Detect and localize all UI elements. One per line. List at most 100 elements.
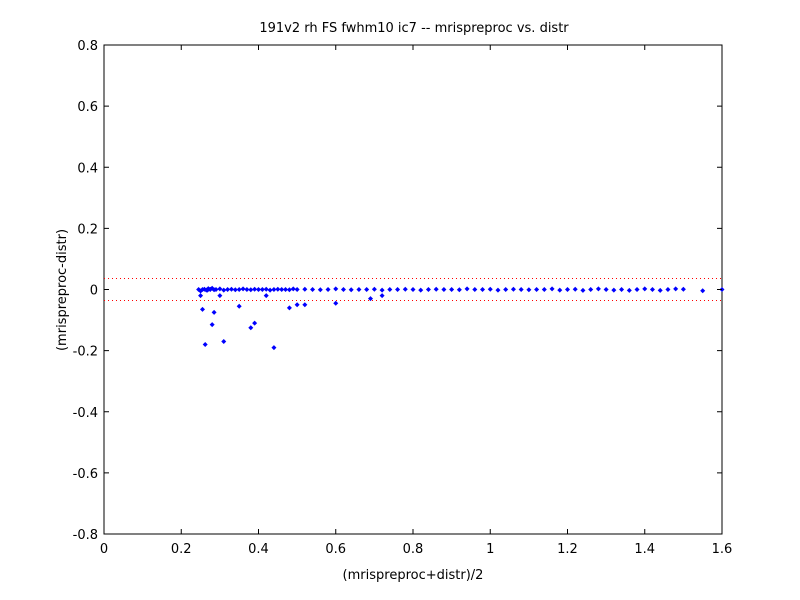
data-point [217, 293, 223, 299]
data-point [290, 286, 296, 292]
data-point [649, 287, 655, 292]
x-tick-label: 1.6 [712, 542, 733, 557]
data-point [619, 287, 625, 292]
data-point [549, 286, 555, 292]
data-point [198, 293, 204, 299]
data-point [348, 287, 354, 293]
data-point [202, 342, 208, 348]
data-point [418, 287, 424, 293]
data-point [325, 287, 331, 292]
data-point [379, 293, 385, 299]
y-tick-label: 0.8 [77, 39, 98, 54]
data-point [572, 286, 578, 292]
data-point [449, 287, 455, 292]
y-axis-label: (mrispreproc-distr) [55, 229, 70, 351]
data-point [557, 287, 563, 293]
data-point [642, 286, 648, 292]
data-point [248, 287, 254, 293]
data-point [700, 288, 706, 294]
data-point [534, 287, 540, 292]
data-point [302, 302, 308, 308]
data-point [211, 309, 217, 315]
data-point [283, 287, 289, 292]
data-point [433, 286, 439, 292]
data-point [634, 287, 640, 292]
data-point [541, 287, 547, 292]
x-axis-label: (mrispreproc+distr)/2 [343, 568, 484, 583]
data-point [510, 286, 516, 292]
data-point [213, 287, 219, 292]
y-tick-label: -0.2 [73, 345, 98, 360]
data-point [333, 300, 339, 306]
data-point [259, 287, 265, 292]
data-point [217, 286, 223, 292]
data-point [225, 287, 231, 292]
y-tick-label: -0.6 [73, 467, 98, 482]
data-point [286, 287, 292, 293]
x-tick-label: 0 [100, 542, 108, 557]
data-point [680, 286, 686, 292]
data-point [356, 287, 362, 292]
data-point [495, 287, 501, 293]
data-point [565, 287, 570, 292]
data-point [236, 287, 242, 292]
data-point [580, 287, 586, 293]
data-point [221, 287, 227, 293]
y-axis-ticks: -0.8 -0.6 -0.4 -0.2 0 0.2 0.4 0.6 0.8 [73, 39, 722, 543]
data-point [252, 286, 258, 292]
data-point [626, 287, 632, 293]
data-point [410, 287, 416, 292]
data-point [248, 325, 254, 331]
data-point [294, 302, 300, 308]
data-point [252, 320, 258, 326]
data-point [364, 287, 370, 292]
data-point [395, 287, 401, 292]
y-tick-label: -0.4 [73, 406, 98, 421]
data-point [441, 287, 447, 292]
data-point [657, 287, 663, 293]
data-point [286, 305, 292, 311]
data-point [271, 345, 277, 351]
data-point [267, 287, 273, 293]
data-point [456, 287, 462, 293]
data-point [221, 338, 227, 344]
data-point [464, 286, 470, 292]
data-point [588, 287, 594, 292]
x-tick-label: 1.2 [557, 542, 578, 557]
data-point [310, 287, 316, 292]
reference-lines [104, 277, 722, 302]
data-point [302, 286, 308, 292]
data-point [387, 287, 393, 292]
chart-title: 191v2 rh FS fwhm10 ic7 -- mrispreproc vs… [259, 21, 569, 36]
data-point [368, 296, 374, 302]
data-point [271, 287, 277, 292]
x-tick-label: 1 [486, 542, 494, 557]
data-point [402, 286, 408, 292]
data-point [340, 287, 346, 292]
x-axis-ticks: 0 0.2 0.4 0.6 0.8 1 1.2 1.4 1.6 [100, 45, 732, 557]
x-tick-label: 1.4 [634, 542, 655, 557]
data-point [240, 286, 246, 292]
x-tick-label: 0.2 [171, 542, 192, 557]
y-tick-label: 0.6 [77, 100, 98, 115]
data-point [425, 287, 431, 292]
data-point [371, 286, 377, 292]
data-point [480, 287, 486, 292]
y-tick-label: 0.4 [77, 161, 98, 176]
data-point [503, 287, 509, 292]
data-point [279, 287, 285, 292]
data-point [526, 287, 532, 293]
data-point [487, 286, 493, 292]
data-point [263, 293, 269, 299]
x-tick-label: 0.8 [403, 542, 424, 557]
data-point [603, 287, 609, 292]
data-point [275, 286, 281, 292]
data-point [199, 306, 205, 312]
data-point [236, 303, 242, 309]
data-point [209, 322, 215, 328]
data-point [207, 286, 213, 292]
x-tick-label: 0.6 [325, 542, 346, 557]
data-point [518, 287, 524, 292]
data-point [263, 286, 269, 292]
